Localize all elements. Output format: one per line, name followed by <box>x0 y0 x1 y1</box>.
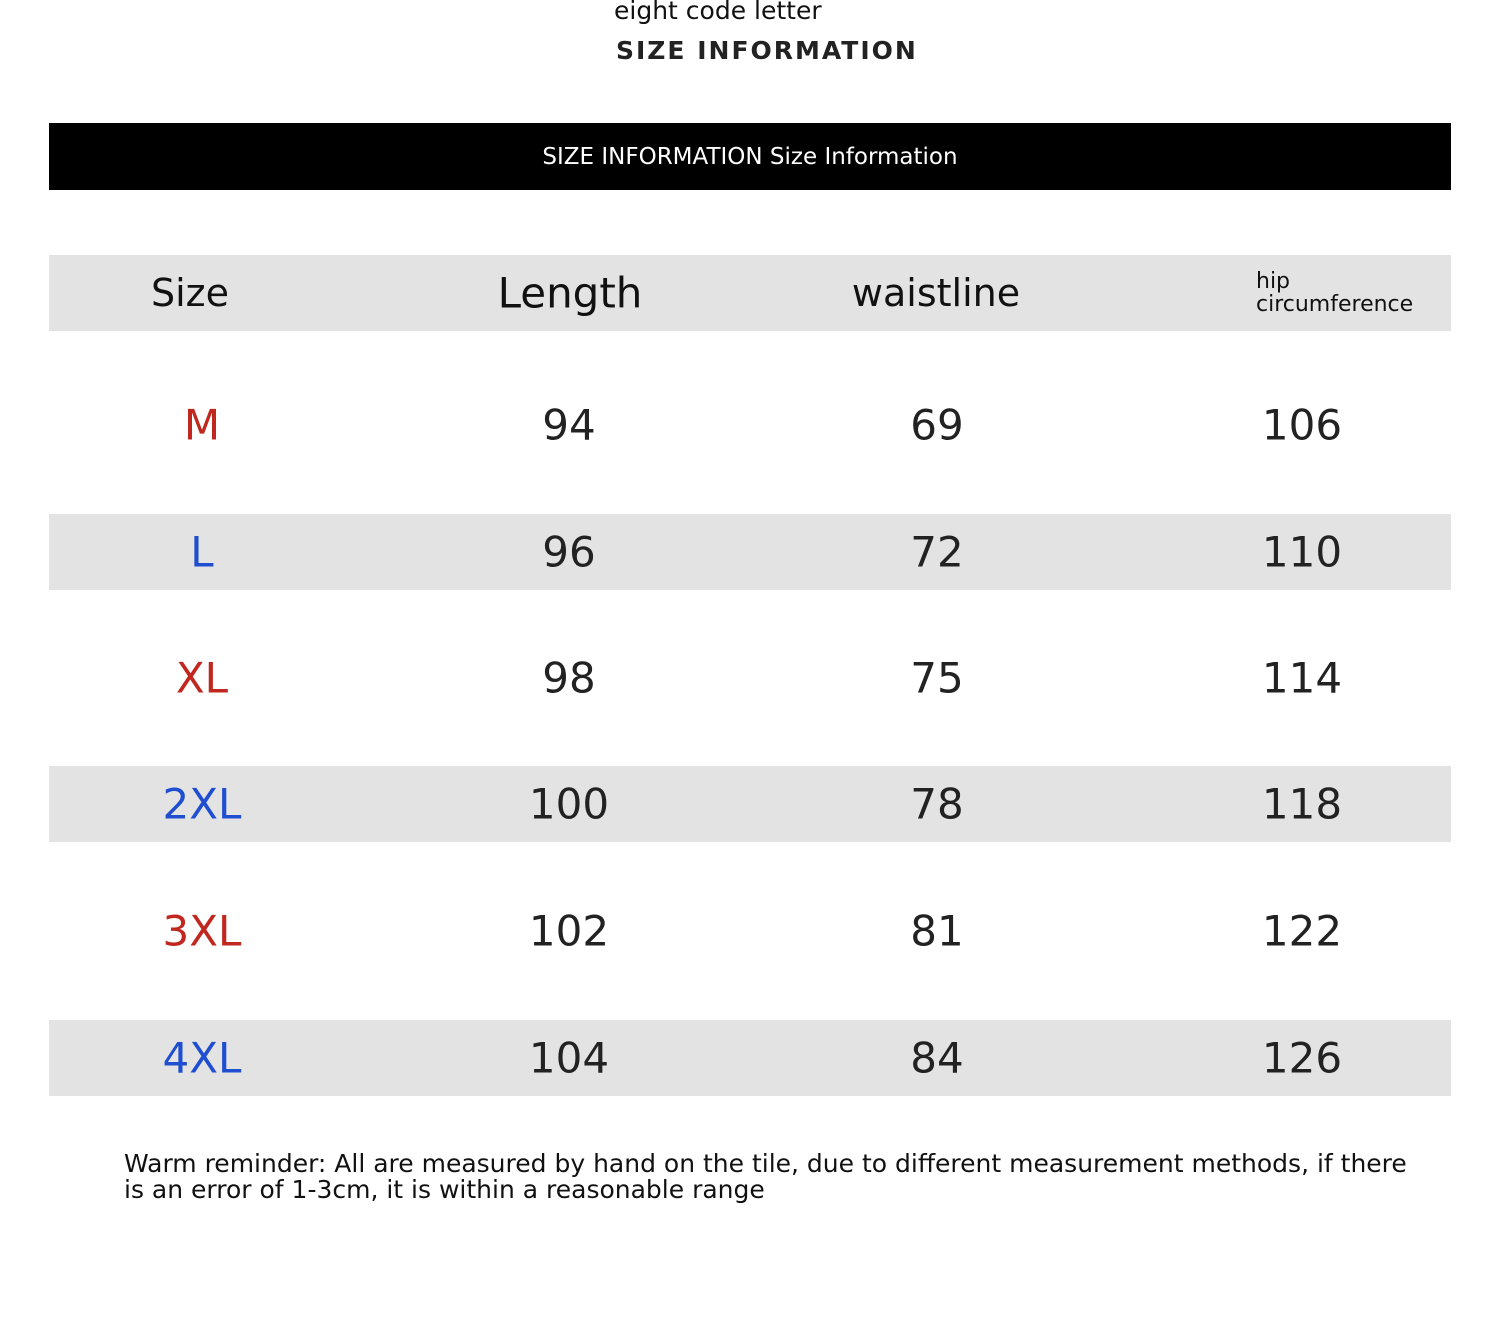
row-band <box>49 766 1451 842</box>
cell-hip: 126 <box>1261 1033 1343 1083</box>
cell-waistline: 81 <box>910 906 964 956</box>
warm-reminder: Warm reminder: All are measured by hand … <box>124 1149 1407 1204</box>
cell-length: 96 <box>542 527 596 577</box>
cell-waistline: 84 <box>910 1033 964 1083</box>
cell-length: 102 <box>528 906 610 956</box>
cell-hip: 122 <box>1261 906 1343 956</box>
cell-hip: 106 <box>1261 400 1343 450</box>
cell-hip: 110 <box>1261 527 1343 577</box>
cell-size: M <box>183 400 221 450</box>
cell-length: 104 <box>528 1033 610 1083</box>
row-band <box>49 1020 1451 1096</box>
banner: SIZE INFORMATION Size Information <box>49 123 1451 190</box>
header-row <box>49 255 1451 331</box>
heading: SIZE INFORMATION <box>616 36 918 65</box>
cell-hip: 118 <box>1261 779 1343 829</box>
header-size: Size <box>150 271 230 315</box>
cell-waistline: 78 <box>910 779 964 829</box>
cell-size: 3XL <box>162 906 242 956</box>
header-hip: hip circumference <box>1256 269 1414 317</box>
cell-waistline: 75 <box>910 653 964 703</box>
row-band <box>49 514 1451 590</box>
cell-waistline: 69 <box>910 400 964 450</box>
cell-size: XL <box>175 653 229 703</box>
cell-waistline: 72 <box>910 527 964 577</box>
subtitle: eight code letter <box>614 0 822 25</box>
cell-length: 94 <box>542 400 596 450</box>
cell-length: 98 <box>542 653 596 703</box>
header-waistline: waistline <box>851 271 1021 315</box>
cell-size: L <box>190 527 214 577</box>
cell-hip: 114 <box>1261 653 1343 703</box>
cell-size: 2XL <box>162 779 242 829</box>
header-length: Length <box>497 268 643 318</box>
cell-length: 100 <box>528 779 610 829</box>
cell-size: 4XL <box>162 1033 242 1083</box>
